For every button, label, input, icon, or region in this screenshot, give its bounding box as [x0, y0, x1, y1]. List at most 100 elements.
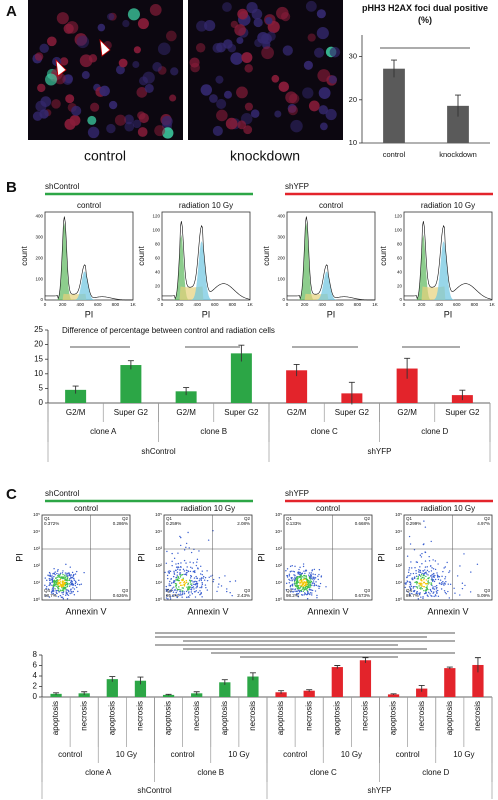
event-dot: [52, 573, 54, 575]
group-header: shYFP: [285, 182, 309, 191]
event-dot: [309, 592, 312, 594]
event-dot: [166, 550, 168, 553]
event-dot: [419, 569, 422, 572]
event-dot: [443, 582, 446, 584]
event-dot: [72, 574, 75, 577]
y-tick-label: 10²: [33, 563, 40, 568]
event-dot: [190, 580, 192, 582]
event-dot: [193, 581, 196, 583]
event-dot: [406, 580, 408, 582]
nucleus: [328, 75, 338, 84]
nucleus: [71, 105, 82, 116]
x-label: Annexin V: [65, 606, 106, 616]
event-dot: [181, 596, 183, 598]
bar: [106, 679, 118, 697]
event-dot: [194, 596, 197, 598]
nucleus: [236, 86, 248, 99]
event-dot: [318, 585, 321, 588]
bar: [78, 693, 90, 697]
event-dot: [167, 598, 169, 600]
group-label: shControl: [137, 786, 171, 795]
event-dot: [78, 584, 81, 586]
y-tick-label: 10¹: [33, 580, 40, 585]
event-dot: [454, 592, 456, 594]
event-dot: [175, 563, 177, 565]
nucleus: [124, 114, 134, 125]
event-dot: [421, 572, 423, 575]
event-dot: [428, 555, 430, 558]
category-label: necrosis: [248, 701, 257, 731]
event-dot: [419, 571, 422, 573]
event-dot: [201, 583, 204, 586]
y-tick-label: 400: [35, 214, 43, 219]
y-tick-label: 2: [33, 682, 38, 691]
event-dot: [415, 575, 418, 578]
y-tick-label: 0: [157, 297, 160, 302]
event-dot: [192, 571, 194, 573]
event-dot: [177, 588, 179, 591]
event-dot: [424, 551, 427, 554]
quadrant-name: Q4: [406, 588, 413, 593]
event-dot: [420, 573, 423, 576]
event-dot: [415, 570, 417, 572]
nucleus: [215, 75, 224, 84]
nucleus: [261, 46, 274, 60]
x-label: Annexin V: [187, 606, 228, 616]
event-dot: [440, 583, 443, 586]
event-dot: [419, 554, 422, 556]
event-dot: [408, 586, 411, 588]
event-dot: [180, 544, 182, 547]
event-dot: [175, 585, 178, 587]
nucleus: [308, 100, 320, 112]
event-dot: [459, 594, 461, 596]
event-dot: [297, 589, 299, 591]
event-dot: [435, 584, 438, 587]
event-dot: [409, 543, 412, 545]
event-dot: [56, 589, 58, 592]
x-tick-label: 800: [112, 302, 120, 307]
event-dot: [186, 566, 188, 568]
event-dot: [190, 591, 192, 593]
event-dot: [314, 573, 316, 576]
event-dot: [306, 592, 309, 594]
event-dot: [285, 582, 288, 585]
event-dot: [66, 577, 69, 579]
quadrant-percent: 0.668%: [355, 521, 370, 526]
event-dot: [70, 576, 72, 579]
event-dot: [165, 597, 168, 599]
event-dot: [201, 585, 203, 587]
nucleus: [290, 119, 303, 133]
event-dot: [289, 579, 291, 582]
fit-area: [404, 234, 492, 300]
event-dot: [456, 575, 459, 577]
event-dot: [469, 591, 472, 593]
event-dot: [57, 580, 60, 582]
event-dot: [426, 585, 428, 587]
y-tick-label: 10: [34, 369, 43, 378]
event-dot: [168, 571, 170, 574]
event-dot: [406, 576, 408, 578]
event-dot: [308, 586, 310, 589]
event-dot: [57, 585, 59, 587]
event-dot: [44, 584, 46, 587]
event-dot: [432, 586, 434, 588]
event-dot: [199, 573, 202, 575]
y-tick-label: 100: [277, 276, 285, 281]
y-tick-label: 0: [33, 692, 38, 701]
event-dot: [425, 579, 428, 581]
nucleus: [212, 125, 223, 136]
histogram-outline: [287, 216, 376, 301]
quadrant-percent: 5.09%: [477, 593, 490, 598]
event-dot: [53, 590, 55, 592]
event-dot: [310, 575, 312, 577]
nucleus: [302, 87, 314, 99]
event-dot: [175, 591, 177, 594]
event-dot: [177, 576, 180, 579]
event-dot: [179, 590, 181, 592]
nucleus: [81, 71, 90, 79]
event-dot: [52, 577, 54, 579]
event-dot: [421, 585, 423, 588]
event-dot: [67, 575, 69, 577]
event-dot: [180, 536, 182, 539]
